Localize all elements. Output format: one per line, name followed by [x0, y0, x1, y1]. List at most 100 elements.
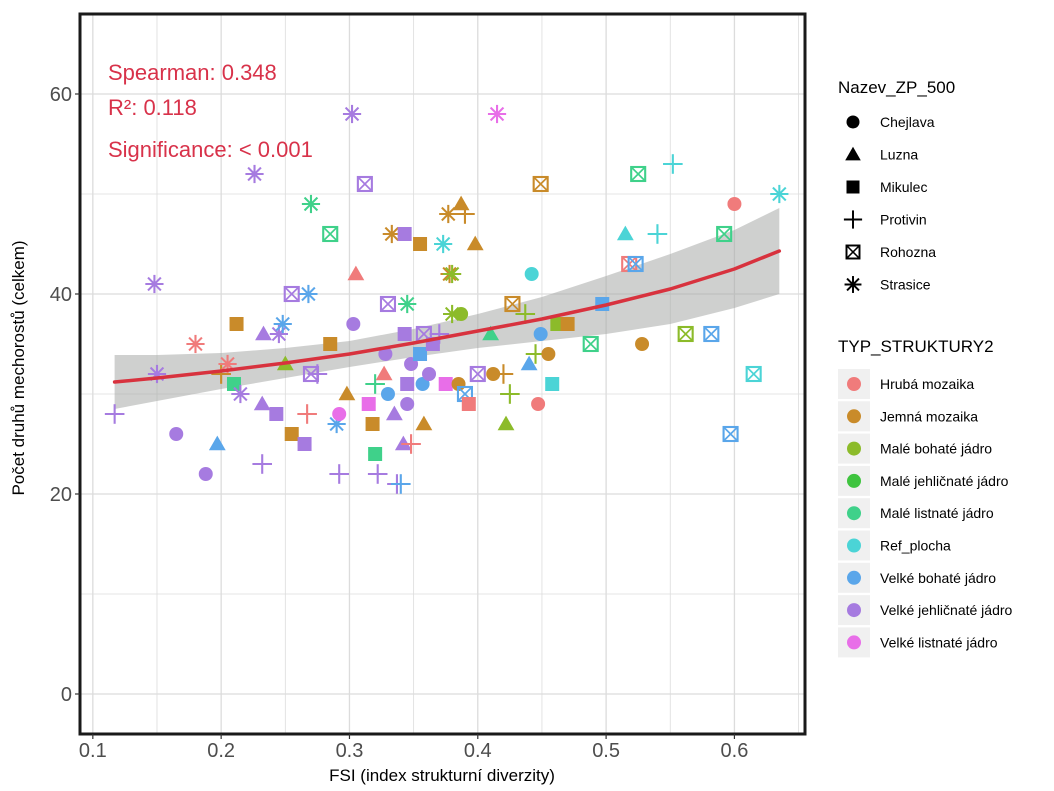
data-point-circle	[332, 407, 347, 421]
legend-color-label: Malé jehličnaté jádro	[880, 473, 1009, 489]
data-point-plus	[297, 404, 317, 424]
data-point-circle	[486, 367, 501, 381]
data-point-square	[560, 317, 575, 331]
x-tick-label: 0.5	[592, 740, 620, 762]
data-point-circle	[531, 397, 546, 411]
legend-color-swatch	[847, 570, 861, 585]
data-point-circle	[346, 317, 361, 331]
annotation-spearman: Spearman: 0.348	[108, 60, 277, 85]
data-point-asterisk	[147, 364, 167, 384]
legend-color-label: Velké listnaté jádro	[880, 634, 998, 650]
data-point-square	[438, 377, 453, 391]
data-point-square	[397, 327, 412, 341]
trend-layer	[112, 249, 782, 384]
y-tick-label: 40	[50, 284, 72, 306]
legend-shape-label: Strasice	[880, 277, 931, 293]
data-point-square	[361, 397, 376, 411]
legend-color-title: TYP_STRUKTURY2	[838, 337, 994, 356]
legend-color-label: Malé listnaté jádro	[880, 505, 994, 521]
data-point-boxcross	[469, 365, 486, 383]
data-point-triangle	[255, 325, 272, 341]
data-point-triangle	[415, 415, 433, 431]
points-layer	[104, 104, 789, 494]
legend-shape-key	[846, 115, 860, 129]
trend-line	[112, 249, 782, 384]
data-point-circle	[169, 427, 184, 441]
legend-color-label: Jemná mozaika	[880, 408, 978, 424]
legend-color-label: Velké bohaté jádro	[880, 570, 996, 586]
legend-color-label: Hrubá mozaika	[880, 376, 974, 392]
legend-color-swatch	[847, 377, 861, 391]
data-point-asterisk	[382, 224, 401, 244]
data-point-circle	[400, 397, 415, 411]
data-point-triangle	[466, 235, 484, 251]
y-tick-label: 0	[61, 684, 72, 706]
legend-shape-key	[845, 146, 861, 161]
data-point-square	[461, 397, 476, 411]
data-point-plus	[252, 454, 273, 474]
data-point-boxcross	[283, 285, 300, 303]
data-point-plus	[329, 464, 350, 484]
y-tick-label: 60	[50, 84, 72, 106]
legend-shape-key	[845, 244, 861, 260]
data-point-plus	[429, 324, 450, 344]
data-point-triangle	[616, 225, 634, 241]
data-point-boxcross	[379, 295, 397, 313]
legend-color-swatch	[847, 409, 861, 424]
data-point-triangle	[338, 385, 356, 401]
plot-panel: Spearman: 0.348 R²: 0.118 Significance: …	[78, 12, 807, 736]
data-point-asterisk	[434, 234, 453, 254]
data-point-plus	[104, 404, 125, 424]
data-point-triangle	[520, 355, 538, 371]
data-point-triangle	[253, 395, 271, 411]
data-point-square	[397, 227, 412, 241]
data-point-boxcross	[703, 325, 720, 343]
data-point-boxcross	[677, 325, 694, 343]
data-point-triangle	[482, 325, 500, 341]
data-point-boxcross	[322, 225, 339, 243]
data-point-asterisk	[770, 184, 789, 204]
legend-shape-label: Mikulec	[880, 179, 927, 195]
legend-color-swatch	[847, 635, 861, 650]
legend-shape-label: Luzna	[880, 147, 918, 163]
x-axis-title: FSI (index strukturní diverzity)	[329, 766, 555, 785]
legend-color-swatch	[847, 603, 861, 618]
legend-shape-label: Chejlava	[880, 114, 935, 130]
data-point-square	[229, 317, 244, 331]
data-point-boxcross	[532, 175, 549, 193]
data-point-square	[323, 337, 338, 351]
data-point-plus	[500, 384, 520, 404]
annotation-layer: Spearman: 0.348 R²: 0.118 Significance: …	[108, 60, 313, 162]
legend-shape-title: Nazev_ZP_500	[838, 78, 955, 97]
data-point-boxcross	[745, 365, 762, 383]
data-point-plus	[493, 364, 514, 384]
data-point-circle	[635, 337, 650, 351]
data-point-circle	[727, 197, 742, 211]
data-point-square	[400, 377, 415, 391]
data-point-boxcross	[627, 255, 644, 273]
data-point-square	[368, 447, 383, 461]
y-tick-label: 20	[50, 484, 72, 506]
x-tick-label: 0.4	[464, 740, 492, 762]
confidence-band	[114, 208, 780, 409]
data-point-plus	[401, 434, 421, 454]
data-point-square	[413, 347, 428, 361]
legend-shape-label: Rohozna	[880, 244, 936, 260]
data-point-asterisk	[299, 284, 318, 304]
data-point-boxcross	[630, 165, 647, 183]
legend-color-label: Ref_plocha	[880, 538, 951, 554]
data-point-circle	[378, 347, 393, 361]
data-point-triangle	[375, 365, 393, 381]
data-point-square	[269, 407, 284, 421]
x-tick-label: 0.3	[336, 740, 364, 762]
legend-color-label: Malé bohaté jádro	[880, 441, 992, 457]
data-point-circle	[198, 467, 213, 481]
legend-color-swatch	[847, 506, 861, 521]
data-point-asterisk	[273, 314, 292, 334]
data-point-asterisk	[443, 264, 462, 284]
data-point-plus	[211, 364, 231, 384]
legend-shape: Nazev_ZP_500 Chejlava Luzna Mikulec Protivi…	[838, 78, 955, 293]
data-point-plus	[455, 204, 475, 224]
data-point-circle	[533, 327, 548, 341]
